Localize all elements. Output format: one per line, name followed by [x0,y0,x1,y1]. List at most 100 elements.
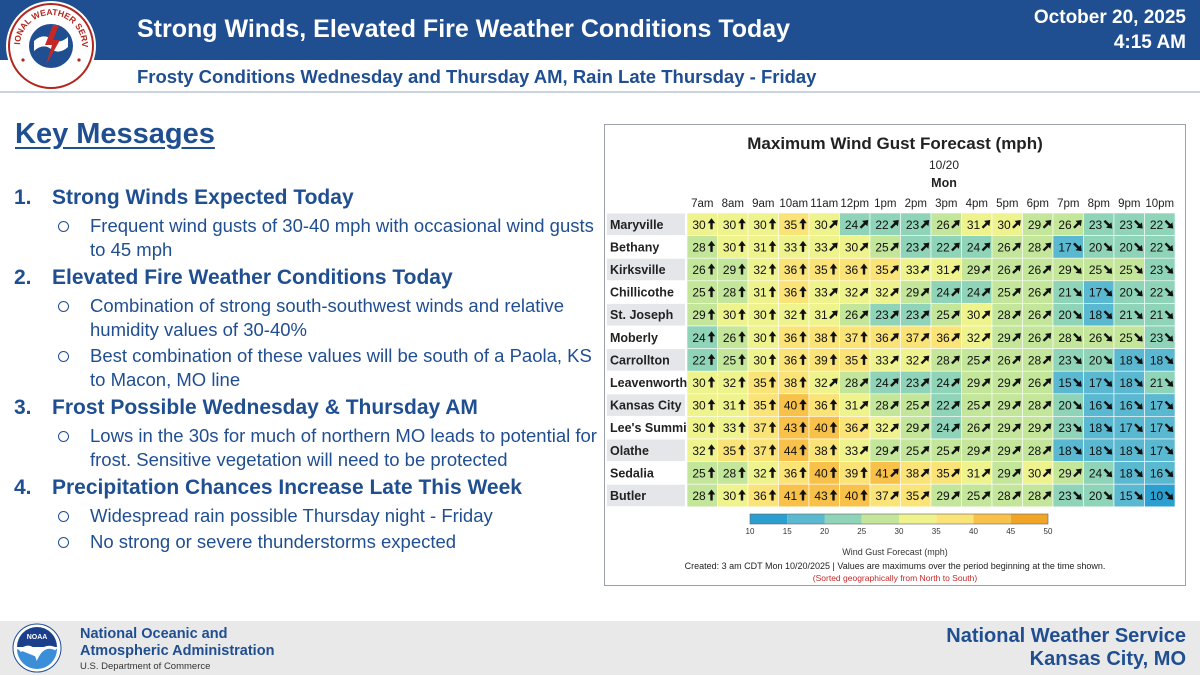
cell-value: 22 [936,240,950,254]
circle-bullet-icon [58,351,69,362]
cell-value: 15 [1058,376,1072,390]
cell-value: 26 [1028,376,1042,390]
cell-value: 29 [1028,421,1042,435]
wind-gust-chart: Maximum Wind Gust Forecast (mph) 10/20 M… [604,124,1186,586]
cell-value: 26 [1028,286,1042,300]
wind-arrow-icon [890,310,899,320]
wind-arrow-icon [768,421,777,433]
cell-value: 29 [997,331,1011,345]
cell-value: 44 [784,444,798,458]
cell-value: 26 [1028,308,1042,322]
cell-value: 26 [1089,331,1103,345]
cell-value: 23 [1119,218,1133,232]
wind-arrow-icon [1012,333,1021,342]
wind-arrow-icon [707,240,716,252]
colorbar-segment [899,514,937,524]
cell-value: 29 [936,489,950,503]
x-tick-label: 7am [691,198,713,210]
cell-value: 24 [1089,466,1103,480]
wind-arrow-icon [1103,310,1113,319]
wind-arrow-icon [768,466,777,478]
cell-value: 36 [784,466,798,480]
circle-bullet-icon [58,537,69,548]
wind-arrow-icon [890,287,899,297]
cell-value: 20 [1089,353,1103,367]
cell-value: 30 [723,308,737,322]
cell-value: 26 [1028,331,1042,345]
wind-arrow-icon [1073,468,1082,478]
cell-value: 26 [692,263,706,277]
cell-value: 25 [1119,263,1133,277]
cell-value: 35 [814,263,828,277]
wind-arrow-icon [707,376,716,388]
cell-value: 36 [845,421,859,435]
cell-value: 35 [753,376,767,390]
cell-value: 32 [875,421,889,435]
wind-arrow-icon [1103,242,1113,252]
wind-arrow-icon [738,421,746,433]
cell-value: 35 [723,444,737,458]
cell-value: 30 [753,353,767,367]
wind-arrow-icon [859,378,869,387]
wind-arrow-icon [707,466,716,478]
colorbar-segment [1010,514,1048,524]
chart-title: Maximum Wind Gust Forecast (mph) [747,134,1042,153]
wind-arrow-icon [860,353,868,365]
cell-value: 30 [753,308,767,322]
cell-value: 25 [692,286,706,300]
cell-value: 36 [784,286,798,300]
wind-arrow-icon [799,218,807,230]
chart-footnote: Created: 3 am CDT Mon 10/20/2025 | Value… [685,561,1106,571]
cell-value: 28 [1028,444,1042,458]
wind-arrow-icon [738,218,746,230]
cell-value: 20 [1089,240,1103,254]
wind-arrow-icon [768,308,777,320]
wind-arrow-icon [1134,378,1143,387]
wind-arrow-icon [951,468,960,478]
issue-time: 4:15 AM [1113,32,1186,53]
wind-arrow-icon [890,423,899,433]
wind-arrow-icon [890,446,899,455]
cell-value: 24 [967,286,981,300]
message-heading: 4. Precipitation Chances Increase Late T… [14,474,599,504]
wind-arrow-icon [829,399,838,411]
cell-value: 28 [845,376,859,390]
wind-arrow-icon [1134,445,1143,455]
header: NATIONAL WEATHER SERVICE Strong Winds, E… [0,0,1200,93]
cell-value: 18 [1150,353,1164,367]
wind-arrow-icon [707,444,716,456]
cell-value: 31 [753,240,767,254]
cell-value: 30 [723,489,737,503]
page-subtitle: Frosty Conditions Wednesday and Thursday… [137,66,817,87]
colorbar-tick-label: 15 [783,527,792,536]
message-2: 2. Elevated Fire Weather Conditions Toda… [14,264,599,392]
row-label-bg [607,439,685,462]
wind-arrow-icon [859,423,869,433]
cell-value: 40 [814,421,828,435]
wind-arrow-icon [920,400,930,410]
cell-value: 33 [906,263,920,277]
cell-value: 28 [1058,331,1072,345]
wind-arrow-icon [920,242,930,252]
cell-value: 38 [784,376,798,390]
wind-arrow-icon [1073,310,1082,319]
cell-value: 28 [723,466,737,480]
row-label: Kirksville [610,263,666,277]
wind-arrow-icon [768,376,777,388]
wind-arrow-icon [951,287,960,297]
wind-arrow-icon [951,265,960,274]
wind-arrow-icon [1042,242,1052,252]
wind-arrow-icon [1042,333,1052,342]
message-heading: 2. Elevated Fire Weather Conditions Toda… [14,264,599,294]
cell-value: 21 [1058,286,1072,300]
noaa-logo-text: NOAA [27,634,48,641]
wind-arrow-icon [1164,491,1174,500]
cell-value: 25 [967,489,981,503]
cell-value: 23 [906,240,920,254]
wind-arrow-icon [859,287,869,297]
wind-arrow-icon [1073,355,1082,365]
chart-day-label: Mon [931,176,957,190]
wind-arrow-icon [1042,468,1052,478]
cell-value: 25 [936,444,950,458]
wind-arrow-icon [920,333,930,342]
